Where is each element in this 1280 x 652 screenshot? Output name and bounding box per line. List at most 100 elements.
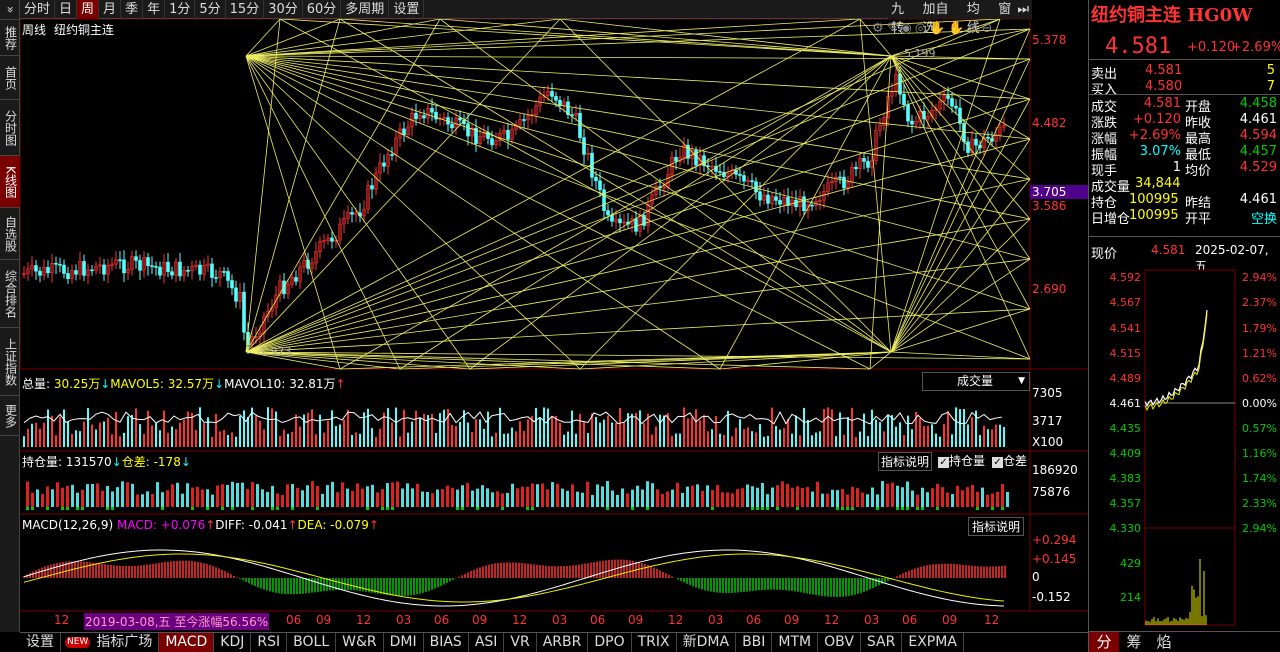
bid-price: 4.580 — [1145, 79, 1182, 94]
indicator-tab-19[interactable]: SAR — [861, 633, 902, 652]
oi-bar — [51, 489, 54, 507]
oi-diff-bar — [271, 507, 274, 510]
sidebar-item-kline[interactable]: K线图 — [0, 156, 20, 208]
candle-body — [507, 130, 510, 139]
chart-tool-icons[interactable]: ⚙✎◉◎✋✋⊕⊖ — [872, 21, 995, 36]
gann-fan-line — [246, 56, 1030, 259]
oi-diff-checkbox[interactable]: ✓仓差 — [992, 452, 1027, 469]
sidebar-item-more[interactable]: 更多 — [0, 396, 20, 436]
oi-diff-bar — [46, 507, 49, 510]
period-tab-10[interactable]: 60分 — [303, 0, 342, 19]
diff-value: -0.041 — [249, 518, 288, 532]
sidebar-item-ranking[interactable]: 综合排名 — [0, 260, 20, 328]
oi-bar — [486, 488, 489, 507]
sidebar-collapse-button[interactable]: » — [0, 0, 20, 20]
indicator-selector[interactable]: 成交量 ▼ — [922, 372, 1030, 391]
period-tab-6[interactable]: 1分 — [165, 0, 195, 19]
oi-bar — [31, 493, 34, 507]
sidebar-item-home[interactable]: 首页 — [0, 56, 20, 100]
period-tab-0[interactable]: 分时 — [20, 0, 55, 19]
candle-body — [39, 271, 42, 275]
oi-bar — [81, 490, 84, 507]
indicator-tab-0[interactable]: 设置 — [20, 633, 61, 652]
period-tab-4[interactable]: 季 — [121, 0, 143, 19]
chart-canvas[interactable] — [20, 19, 1088, 632]
oi-bar — [496, 491, 499, 507]
period-tab-7[interactable]: 5分 — [195, 0, 225, 19]
sidebar-item-recommend[interactable]: 推荐 — [0, 20, 20, 56]
oi-bar — [476, 489, 479, 507]
period-tab-5[interactable]: 年 — [143, 0, 165, 19]
indicator-tab-5[interactable]: RSI — [251, 633, 287, 652]
indicator-tab-3[interactable]: MACD — [159, 633, 214, 652]
candle-body — [951, 99, 954, 107]
oi-bar — [876, 494, 879, 507]
period-tab-9[interactable]: 30分 — [264, 0, 303, 19]
indicator-tab-8[interactable]: DMI — [384, 633, 424, 652]
oi-checkbox[interactable]: ✓持仓量 — [938, 452, 985, 469]
indicator-tab-1[interactable]: NEW — [65, 637, 90, 648]
candle-body — [415, 113, 418, 119]
indicator-tab-2[interactable]: 指标广场 — [90, 633, 159, 652]
period-tab-11[interactable]: 多周期 — [341, 0, 389, 19]
candle-body — [603, 190, 606, 211]
time-axis-tick: 03 — [864, 613, 879, 627]
indicator-tab-7[interactable]: W&R — [336, 633, 384, 652]
oi-bar — [206, 489, 209, 507]
ma-button[interactable]: 均线 — [964, 0, 996, 19]
candle-body — [911, 121, 914, 124]
period-tab-12[interactable]: 设置 — [389, 0, 424, 19]
tab-timeshare[interactable]: 分 — [1089, 632, 1119, 652]
oi-bar — [511, 484, 514, 507]
oi-bar — [861, 493, 864, 507]
indicator-tab-18[interactable]: OBV — [818, 633, 861, 652]
indicator-tab-17[interactable]: MTM — [772, 633, 818, 652]
oi-bar — [336, 492, 339, 507]
indicator-tab-11[interactable]: VR — [504, 633, 536, 652]
oi-diff-bar — [231, 507, 234, 510]
quote-row-value: 4.581 — [1144, 96, 1181, 111]
indicator-tab-10[interactable]: ASI — [469, 633, 505, 652]
skip-end-icon[interactable]: ⏭ — [1014, 0, 1032, 19]
intraday-mini-chart[interactable]: 4.592 4.567 4.541 4.515 4.489 4.461 4.435 4.409… — [1089, 260, 1280, 630]
sidebar-item-timeshare[interactable]: 分时图 — [0, 100, 20, 156]
oi-bar — [581, 493, 584, 507]
oi-help-button[interactable]: 指标说明 — [878, 452, 932, 471]
sidebar-item-watchlist[interactable]: 自选股 — [0, 208, 20, 260]
indicator-tab-4[interactable]: KDJ — [214, 633, 251, 652]
indicator-tab-9[interactable]: BIAS — [424, 633, 469, 652]
add-watchlist-button[interactable]: 加自选 — [920, 0, 964, 19]
oi-diff-bar — [106, 507, 109, 510]
intraday-right-axis-tick: 2.37% — [1242, 296, 1277, 309]
indicator-tab-15[interactable]: 新DMA — [677, 633, 736, 652]
period-tab-2[interactable]: 周 — [77, 0, 99, 19]
oi-diff-bar — [901, 507, 904, 510]
indicator-tab-13[interactable]: DPO — [588, 633, 631, 652]
position-value: 100995 — [1129, 192, 1179, 207]
daily-oi-label: 日增仓 — [1091, 208, 1130, 227]
kline-chart-area[interactable]: 周线 纽约铜主连 ⚙✎◉◎✋✋⊕⊖ 5.378 4.482 3.705 3.58… — [20, 19, 1088, 632]
indicator-tab-12[interactable]: ARBR — [537, 633, 589, 652]
oi-bar — [756, 488, 759, 507]
quote-row: 成交 4.581 开盘 4.458 — [1089, 96, 1280, 111]
indicator-tab-14[interactable]: TRIX — [632, 633, 677, 652]
indicator-tab-20[interactable]: EXPMA — [902, 633, 964, 652]
oi-bar — [26, 482, 29, 507]
right-toolbar: 九转 加自选 均线 窗 ⏭ — [888, 0, 1032, 19]
candle-body — [47, 267, 50, 273]
period-tab-1[interactable]: 日 — [55, 0, 77, 19]
window-button[interactable]: 窗 — [995, 0, 1014, 19]
oi-bar — [916, 495, 919, 507]
time-axis-tick: 12 — [356, 613, 371, 627]
macd-help-button[interactable]: 指标说明 — [968, 517, 1024, 536]
sidebar-item-sh-index[interactable]: 上证指数 — [0, 328, 20, 396]
indicator-tab-6[interactable]: BOLL — [287, 633, 336, 652]
period-tab-3[interactable]: 月 — [99, 0, 121, 19]
tab-flame[interactable]: 焰 — [1149, 632, 1179, 652]
ask-price: 4.581 — [1145, 63, 1182, 78]
oi-bar — [976, 492, 979, 507]
period-tab-8[interactable]: 15分 — [226, 0, 265, 19]
nine-turn-button[interactable]: 九转 — [888, 0, 920, 19]
indicator-tab-16[interactable]: BBI — [736, 633, 772, 652]
tab-chips[interactable]: 筹 — [1119, 632, 1149, 652]
